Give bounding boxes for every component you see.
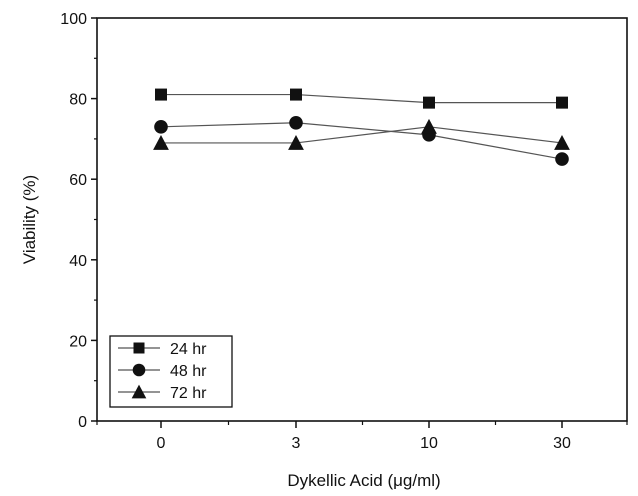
data-point [555, 152, 569, 166]
legend-marker [131, 384, 147, 399]
data-point [421, 118, 437, 134]
series-line [161, 93, 562, 104]
data-point [556, 96, 568, 109]
legend-entry: 48 hr [118, 363, 207, 380]
data-point [554, 135, 570, 150]
series-line [161, 126, 563, 144]
y-tick-label: 100 [60, 11, 87, 28]
series-48-hr [154, 115, 569, 166]
x-tick-label: 10 [420, 435, 438, 452]
data-point [423, 96, 435, 109]
x-tick-label: 3 [292, 435, 301, 452]
x-tick-label: 30 [553, 435, 571, 452]
x-axis: 0 3 10 30 [96, 421, 628, 452]
y-tick-label: 40 [69, 253, 87, 270]
legend-entry: 72 hr [118, 384, 207, 402]
legend-label: 72 hr [170, 385, 207, 402]
legend-marker [132, 363, 146, 377]
series-layer [153, 88, 570, 166]
series-24-hr [155, 88, 568, 109]
data-point [290, 88, 302, 101]
y-tick-label: 20 [69, 333, 87, 350]
x-axis-title: Dykellic Acid (μg/ml) [287, 471, 440, 490]
legend-label: 48 hr [170, 363, 207, 380]
data-point [153, 135, 169, 150]
series-72-hr [153, 118, 570, 150]
data-point [155, 88, 167, 101]
data-point [288, 135, 304, 150]
y-axis: 0 20 40 60 80 100 [60, 11, 97, 431]
legend-entry: 24 hr [118, 341, 207, 358]
y-tick-label: 0 [78, 414, 87, 431]
y-axis-title: Viability (%) [20, 175, 39, 264]
series-line [160, 122, 563, 160]
legend-label: 24 hr [170, 341, 207, 358]
y-tick-label: 80 [69, 92, 87, 109]
data-point [289, 115, 303, 130]
data-point [154, 120, 168, 134]
x-tick-label: 0 [157, 435, 166, 452]
legend: 24 hr 48 hr 72 hr [109, 335, 233, 408]
legend-marker [133, 342, 145, 354]
y-tick-label: 60 [69, 172, 87, 189]
